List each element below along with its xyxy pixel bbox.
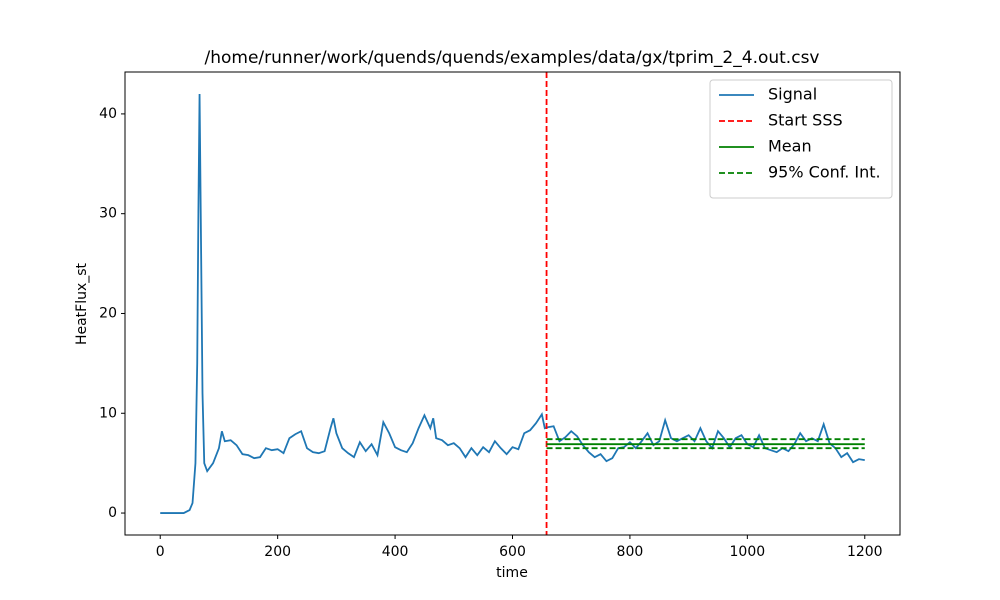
x-tick-label: 200 <box>264 544 291 560</box>
y-tick-label: 0 <box>108 505 117 521</box>
legend-label: Start SSS <box>768 111 843 130</box>
y-tick-label: 30 <box>99 206 117 222</box>
y-axis-label: HeatFlux_st <box>74 262 90 345</box>
x-tick-label: 600 <box>499 544 526 560</box>
legend-label: 95% Conf. Int. <box>768 163 881 182</box>
x-tick-label: 800 <box>617 544 644 560</box>
x-tick-label: 1200 <box>847 544 883 560</box>
y-tick-label: 40 <box>99 106 117 122</box>
legend-label: Signal <box>768 85 817 104</box>
legend-label: Mean <box>768 137 812 156</box>
y-tick-label: 20 <box>99 305 117 321</box>
x-axis-label: time <box>496 565 528 581</box>
chart-title: /home/runner/work/quends/quends/examples… <box>205 48 820 68</box>
y-tick-label: 10 <box>99 405 117 421</box>
x-tick-label: 400 <box>382 544 409 560</box>
plot-frame <box>124 71 901 536</box>
signal-line <box>160 93 865 514</box>
x-tick-label: 0 <box>156 544 165 560</box>
x-tick-label: 1000 <box>730 544 766 560</box>
legend-box <box>709 79 893 199</box>
